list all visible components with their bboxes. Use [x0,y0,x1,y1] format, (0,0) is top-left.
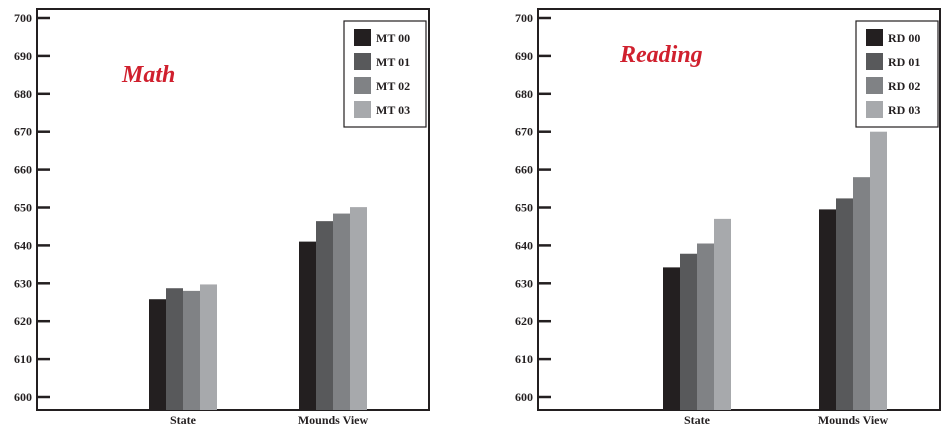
bar [200,284,217,410]
chart-math: 700 690 680 670 660 650 640 630 620 610 600 State Mo… [14,8,430,427]
bar [316,221,333,410]
legend-swatch [354,53,371,70]
legend-swatch [866,53,883,70]
bar [870,131,887,410]
y-tick-label: 690 [515,49,533,63]
legend-label: RD 03 [888,103,920,117]
chart-title: Reading [619,42,703,68]
y-tick-label: 650 [515,201,533,215]
bar [333,213,350,410]
legend: RD 00 RD 01 RD 02 RD 03 [855,20,939,128]
plot-frame [537,8,941,411]
y-tick-label: 630 [515,276,533,290]
y-tick-label: 660 [14,163,32,177]
bar [714,218,731,410]
legend-label: MT 03 [376,103,410,117]
y-tick-label: 650 [14,201,32,215]
y-tick-label: 670 [14,125,32,139]
y-tick-label: 630 [14,276,32,290]
y-tick-label: 700 [14,11,32,25]
y-tick-label: 640 [515,238,533,252]
y-tick-label: 680 [515,87,533,101]
y-tick-label: 610 [14,352,32,366]
y-tick-label: 690 [14,49,32,63]
y-tick-label: 640 [14,238,32,252]
chart-title: Math [121,62,175,88]
legend-label: MT 01 [376,55,410,69]
bar [299,241,316,410]
legend-swatch [866,29,883,46]
bar [853,177,870,410]
plot-frame [36,8,430,411]
y-tick-label: 610 [515,352,533,366]
bar [680,253,697,410]
bar [166,288,183,410]
legend: MT 00 MT 01 MT 02 MT 03 [343,20,427,128]
legend-label: MT 00 [376,31,410,45]
x-tick-label: Mounds View [818,413,889,427]
bar [149,299,166,410]
y-tick-label: 600 [515,390,533,404]
legend-label: RD 02 [888,79,920,93]
x-tick-label: Mounds View [298,413,369,427]
chart-reading: 700 690 680 670 660 650 640 630 620 610 600 State Mo… [515,8,941,427]
x-tick-label: State [170,413,197,427]
bar [350,207,367,410]
y-tick-label: 700 [515,11,533,25]
legend-swatch [354,101,371,118]
bar [697,243,714,410]
legend-label: RD 00 [888,31,920,45]
legend-label: RD 01 [888,55,920,69]
bar [836,198,853,410]
x-tick-label: State [684,413,711,427]
legend-swatch [866,101,883,118]
y-tick-label: 620 [515,314,533,328]
bar [183,290,200,410]
bar [663,267,680,410]
y-tick-label: 600 [14,390,32,404]
y-tick-label: 680 [14,87,32,101]
y-tick-label: 670 [515,125,533,139]
legend-swatch [354,29,371,46]
bar [819,209,836,410]
legend-label: MT 02 [376,79,410,93]
y-tick-label: 620 [14,314,32,328]
y-tick-label: 660 [515,163,533,177]
legend-swatch [354,77,371,94]
legend-swatch [866,77,883,94]
